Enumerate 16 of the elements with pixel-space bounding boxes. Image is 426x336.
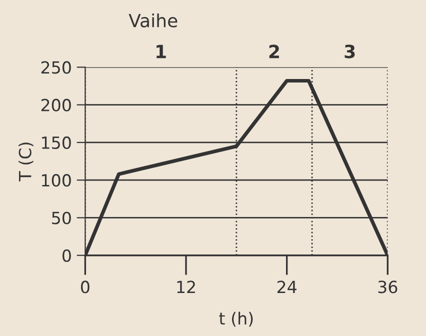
y-tick-label: 100 (42, 174, 71, 187)
x-tick-label: 24 (277, 280, 297, 294)
y-axis-title: T (C) (18, 142, 34, 182)
x-tick-label: 36 (378, 280, 398, 294)
y-tick-label: 250 (41, 61, 71, 74)
y-tick-label: 0 (62, 249, 71, 262)
text: Vaihe (128, 13, 178, 28)
text: 2 (269, 44, 279, 58)
text: 1 (156, 44, 166, 58)
y-tick-label: 200 (41, 98, 71, 112)
x-axis-title: t (h) (219, 312, 253, 327)
x-tick-label: 12 (177, 280, 195, 294)
y-tick-label: 50 (52, 212, 71, 224)
x-tick-label: 0 (80, 280, 90, 294)
y-tick-label: 150 (42, 136, 71, 150)
text: 3 (344, 44, 355, 58)
